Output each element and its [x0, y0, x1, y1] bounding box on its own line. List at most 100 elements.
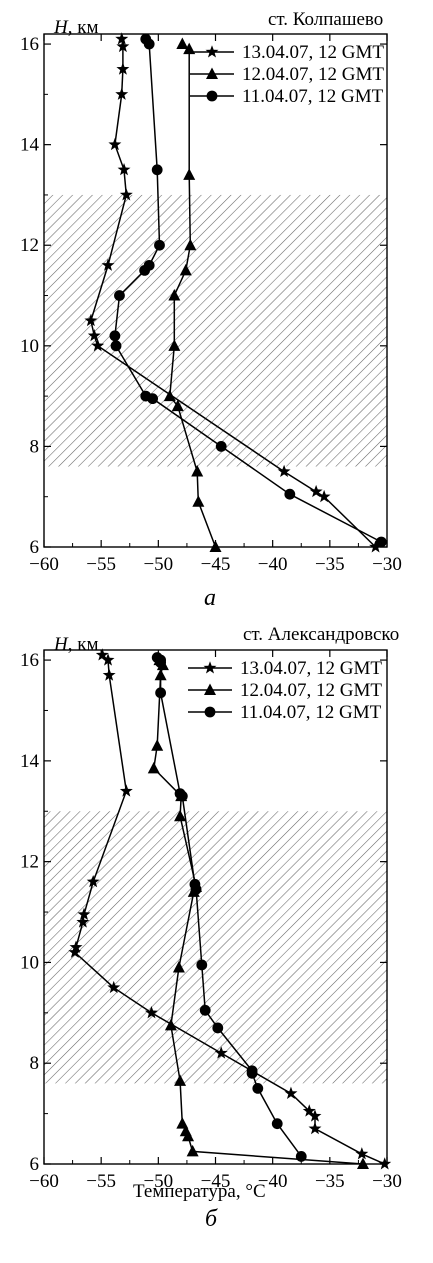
data-point-triangle [174, 1074, 187, 1086]
station-label: ст. Колпашево [268, 9, 383, 30]
data-point-star [107, 980, 121, 994]
panel-letter: а [204, 585, 216, 611]
y-tick-label: 8 [30, 436, 40, 457]
data-point-triangle [168, 339, 181, 351]
data-point-star [302, 1104, 316, 1117]
data-point-triangle [179, 1124, 192, 1137]
data-point-star [115, 32, 129, 45]
data-point-circle [375, 536, 387, 548]
data-point-star [119, 784, 133, 797]
x-tick-label: −60 [29, 1171, 59, 1192]
x-tick-label: −30 [372, 554, 402, 575]
data-point-triangle [176, 37, 189, 50]
data-point-star [308, 1109, 322, 1122]
x-tick-label: −55 [86, 1171, 116, 1192]
x-tick-label: −50 [143, 1171, 173, 1192]
data-point-star [101, 258, 115, 271]
data-point-star [119, 188, 133, 201]
series-line-circle [156, 656, 302, 1157]
data-point-star [102, 668, 116, 681]
data-point-circle [140, 33, 152, 45]
legend-marker-star [203, 661, 217, 674]
x-tick-label: −40 [258, 554, 288, 575]
data-point-triangle [163, 389, 176, 402]
data-point-circle [252, 1083, 264, 1094]
data-point-triangle [176, 1117, 189, 1129]
y-axis-label: H, км [53, 634, 99, 655]
data-point-circle [174, 788, 186, 800]
x-tick-label: −55 [86, 554, 116, 575]
data-point-star [87, 328, 101, 342]
legend-label: 11.04.07, 12 GMT [240, 702, 382, 723]
series-line-triangle [169, 43, 217, 548]
data-point-triangle [174, 809, 187, 822]
data-point-triangle [151, 739, 164, 751]
data-point-circle [246, 1065, 258, 1077]
y-tick-label: 10 [20, 952, 39, 973]
data-point-triangle [183, 42, 196, 55]
data-point-circle [140, 390, 152, 402]
series-line-circle [114, 38, 382, 543]
data-point-circle [143, 259, 155, 271]
legend-label: 13.04.07, 12 GMT [242, 42, 384, 63]
data-point-star [86, 875, 100, 888]
data-point-star [317, 489, 331, 503]
legend-marker-circle [204, 706, 216, 718]
data-point-triangle [184, 238, 197, 251]
data-point-circle [271, 1118, 283, 1130]
data-point-star [117, 162, 131, 176]
data-point-star [95, 648, 109, 661]
data-point-circle [199, 1004, 211, 1016]
x-tick-label: −60 [29, 554, 59, 575]
y-axis-label: H, км [53, 17, 99, 38]
shaded-band [44, 194, 387, 467]
station-label: ст. Александровско [243, 624, 399, 645]
y-tick-label: 6 [30, 1154, 40, 1175]
data-point-star [115, 87, 129, 100]
data-point-star [308, 1121, 322, 1135]
data-point-star [284, 1086, 298, 1099]
chart-panel-a: −60 −55 −50 −45 −40 −35 −30 6 8 10 12 14 16 H, км ст… [20, 9, 402, 611]
data-point-star [84, 313, 98, 327]
data-point-star [309, 484, 323, 498]
data-point-star [355, 1147, 369, 1160]
data-point-triangle [179, 263, 192, 276]
y-tick-label: 16 [20, 650, 39, 671]
data-point-triangle [192, 495, 205, 507]
data-point-circle [212, 1022, 224, 1034]
data-point-triangle [191, 465, 204, 477]
legend-label: 11.04.07, 12 GMT [242, 86, 384, 107]
y-tick-label: 12 [20, 235, 39, 256]
x-tick-label: −35 [315, 1171, 345, 1192]
y-tick-label: 14 [20, 751, 40, 772]
data-point-star [69, 940, 83, 953]
data-point-circle [284, 488, 296, 500]
data-point-triangle [183, 168, 196, 180]
data-point-circle [114, 290, 125, 301]
legend-marker-circle [206, 90, 218, 102]
data-point-triangle [164, 1018, 177, 1031]
data-point-star [116, 62, 130, 75]
legend-label: 12.04.07, 12 GMT [240, 680, 382, 701]
data-point-triangle [147, 761, 160, 774]
y-tick-label: 12 [20, 852, 39, 873]
data-point-triangle [168, 289, 181, 301]
chart-panel-b: −60 −55 −50 −45 −40 −35 −30 6 8 10 12 14 16 H, км ст… [20, 624, 402, 1232]
data-point-circle [196, 959, 208, 971]
data-point-circle [155, 687, 167, 699]
x-axis-label: Температура, °C [133, 1181, 266, 1202]
legend-label: 12.04.07, 12 GMT [242, 64, 384, 85]
data-point-star [76, 915, 90, 928]
legend-label: 13.04.07, 12 GMT [240, 658, 382, 679]
data-point-circle [189, 878, 201, 890]
x-tick-label: −45 [201, 1171, 231, 1192]
data-point-circle [151, 652, 163, 663]
x-tick-label: −50 [143, 554, 173, 575]
y-tick-label: 16 [20, 34, 39, 55]
y-tick-label: 14 [20, 135, 40, 156]
data-point-star [101, 653, 115, 666]
data-point-circle [154, 239, 165, 251]
panel-letter: б [205, 1206, 218, 1232]
